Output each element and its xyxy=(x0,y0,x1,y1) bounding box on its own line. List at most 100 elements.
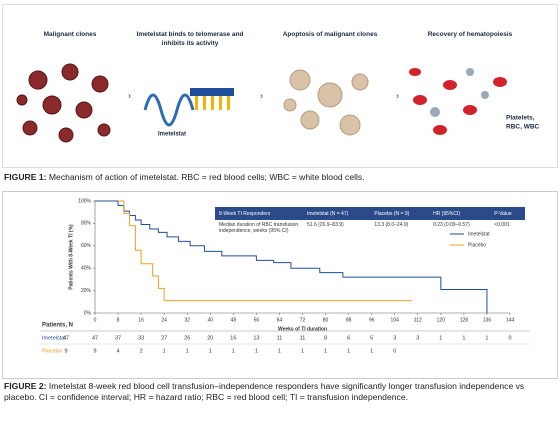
table-header-cell: P-Value xyxy=(490,207,525,220)
x-tick-label: 24 xyxy=(161,317,167,323)
x-tick-label: 48 xyxy=(231,317,237,323)
figure2-caption: FIGURE 2: Imetelstat 8-week red blood ce… xyxy=(4,381,558,403)
x-axis-label: Weeks of TI duration xyxy=(278,326,327,332)
x-tick-label: 112 xyxy=(414,317,422,323)
x-tick-label: 88 xyxy=(346,317,352,323)
risk-value: 6 xyxy=(347,335,350,341)
y-tick-label: 0% xyxy=(84,310,92,316)
km-curve xyxy=(118,200,413,302)
table-header-cell: Placebo (N = 9) xyxy=(370,207,430,220)
svg-text:›: › xyxy=(260,90,263,100)
x-tick-label: 64 xyxy=(277,317,283,323)
caption-text: Imetelstat 8-week red blood cell transfu… xyxy=(4,381,525,402)
y-tick-label: 20% xyxy=(81,288,92,294)
x-tick-label: 80 xyxy=(323,317,329,323)
table-cell: 13.3 (8.0–24.9) xyxy=(374,222,409,228)
risk-title: Patients, N xyxy=(42,323,73,329)
table-header-cell: HR (95%CI) xyxy=(429,207,491,220)
panel-title: Recovery of hematopoiesis xyxy=(427,31,513,38)
x-tick-label: 72 xyxy=(300,317,306,323)
risk-value: 13 xyxy=(253,335,259,341)
caption-label: FIGURE 2: xyxy=(4,381,47,391)
risk-value: 11 xyxy=(300,335,306,341)
table-header: 8-Week TI Responders Imetelstat (N = 47) P… xyxy=(215,207,525,220)
x-tick-label: 56 xyxy=(254,317,260,323)
risk-value: 0 xyxy=(393,348,396,354)
risk-value: 9 xyxy=(93,348,96,354)
km-curve xyxy=(95,200,488,313)
risk-value: 1 xyxy=(439,335,442,341)
figures: › › › Telomerase Imetelstat Platelets, RBC, W… xyxy=(16,63,540,354)
results-table-wrap: 8-Week TI Responders Imetelstat (N = 47) P… xyxy=(215,207,525,236)
figure1-caption: FIGURE 1: Mechanism of action of imetels… xyxy=(4,172,558,183)
risk-value: 11 xyxy=(277,335,283,341)
x-tick-label: 8 xyxy=(117,317,120,323)
figure1-frame xyxy=(2,4,558,168)
risk-value: 3 xyxy=(393,335,396,341)
x-tick-label: 120 xyxy=(437,317,446,323)
panel-title: Apoptosis of malignant clones xyxy=(282,31,378,38)
risk-value: 33 xyxy=(138,335,144,341)
risk-value: 47 xyxy=(92,335,98,341)
risk-value: 1 xyxy=(278,348,281,354)
x-tick-label: 128 xyxy=(460,317,469,323)
svg-text:›: › xyxy=(396,90,399,100)
results-table: 8-Week TI Responders Imetelstat (N = 47) P… xyxy=(215,207,525,236)
illustrations: › › › xyxy=(16,63,507,143)
risk-value: 0 xyxy=(508,335,511,341)
risk-value: 1 xyxy=(209,348,212,354)
table-cell: <0.001 xyxy=(494,222,510,228)
x-tick-label: 40 xyxy=(207,317,213,323)
risk-value: 2 xyxy=(140,348,143,354)
risk-value: 1 xyxy=(462,335,465,341)
x-tick-label: 144 xyxy=(506,317,515,323)
legend-label: Imetelstat xyxy=(468,231,490,237)
table-header-cell: 8-Week TI Responders xyxy=(215,207,303,220)
risk-row-label: Placebo xyxy=(42,348,62,354)
y-tick-label: 100% xyxy=(78,198,91,204)
svg-text:›: › xyxy=(128,90,131,100)
table-cell: Median duration of RBC transfusion indep… xyxy=(219,222,299,234)
risk-value: 1 xyxy=(301,348,304,354)
x-tick-label: 0 xyxy=(94,317,97,323)
cells-label: RBC, WBC xyxy=(506,124,540,131)
caption-text: Mechanism of action of imetelstat. RBC =… xyxy=(48,172,365,182)
risk-value: 8 xyxy=(324,335,327,341)
x-tick-label: 96 xyxy=(369,317,375,323)
risk-value: 20 xyxy=(207,335,213,341)
x-tick-label: 32 xyxy=(184,317,190,323)
risk-value: 1 xyxy=(347,348,350,354)
risk-value: 1 xyxy=(255,348,258,354)
legend-label: Placebo xyxy=(468,242,486,248)
figure2-frame xyxy=(2,191,558,379)
panel-title: Imetelstat binds to telomerase and inhib… xyxy=(136,31,244,47)
y-axis-label: Patients With 8-Week TI (%) xyxy=(68,224,74,290)
risk-value: 26 xyxy=(184,335,190,341)
table-header-cell: Imetelstat (N = 47) xyxy=(303,207,371,220)
telomerase-label: Telomerase xyxy=(200,80,226,86)
risk-value: 5 xyxy=(370,335,373,341)
risk-value: 1 xyxy=(232,348,235,354)
risk-value: 27 xyxy=(161,335,167,341)
y-tick-label: 80% xyxy=(81,221,92,227)
risk-value: 1 xyxy=(324,348,327,354)
x-tick-label: 16 xyxy=(138,317,144,323)
y-tick-label: 40% xyxy=(81,266,92,272)
risk-row-label: Imetelstat xyxy=(42,335,66,341)
imetelstat-label: Imetelstat xyxy=(158,132,186,138)
table-cell: 0.23 (0.09–0.57) xyxy=(433,222,470,228)
risk-value: 4 xyxy=(117,348,120,354)
x-tick-label: 104 xyxy=(391,317,400,323)
table-row: Median duration of RBC transfusion indep… xyxy=(215,220,525,236)
cells-label: Platelets, xyxy=(506,115,535,122)
y-tick-label: 60% xyxy=(81,243,92,249)
risk-value: 1 xyxy=(485,335,488,341)
risk-value: 3 xyxy=(416,335,419,341)
risk-value: 1 xyxy=(370,348,373,354)
risk-value: 1 xyxy=(186,348,189,354)
table-cell: 51.6 (26.9–83.9) xyxy=(307,222,344,228)
risk-value: 16 xyxy=(230,335,236,341)
risk-value: 47 xyxy=(63,335,69,341)
risk-value: 1 xyxy=(163,348,166,354)
